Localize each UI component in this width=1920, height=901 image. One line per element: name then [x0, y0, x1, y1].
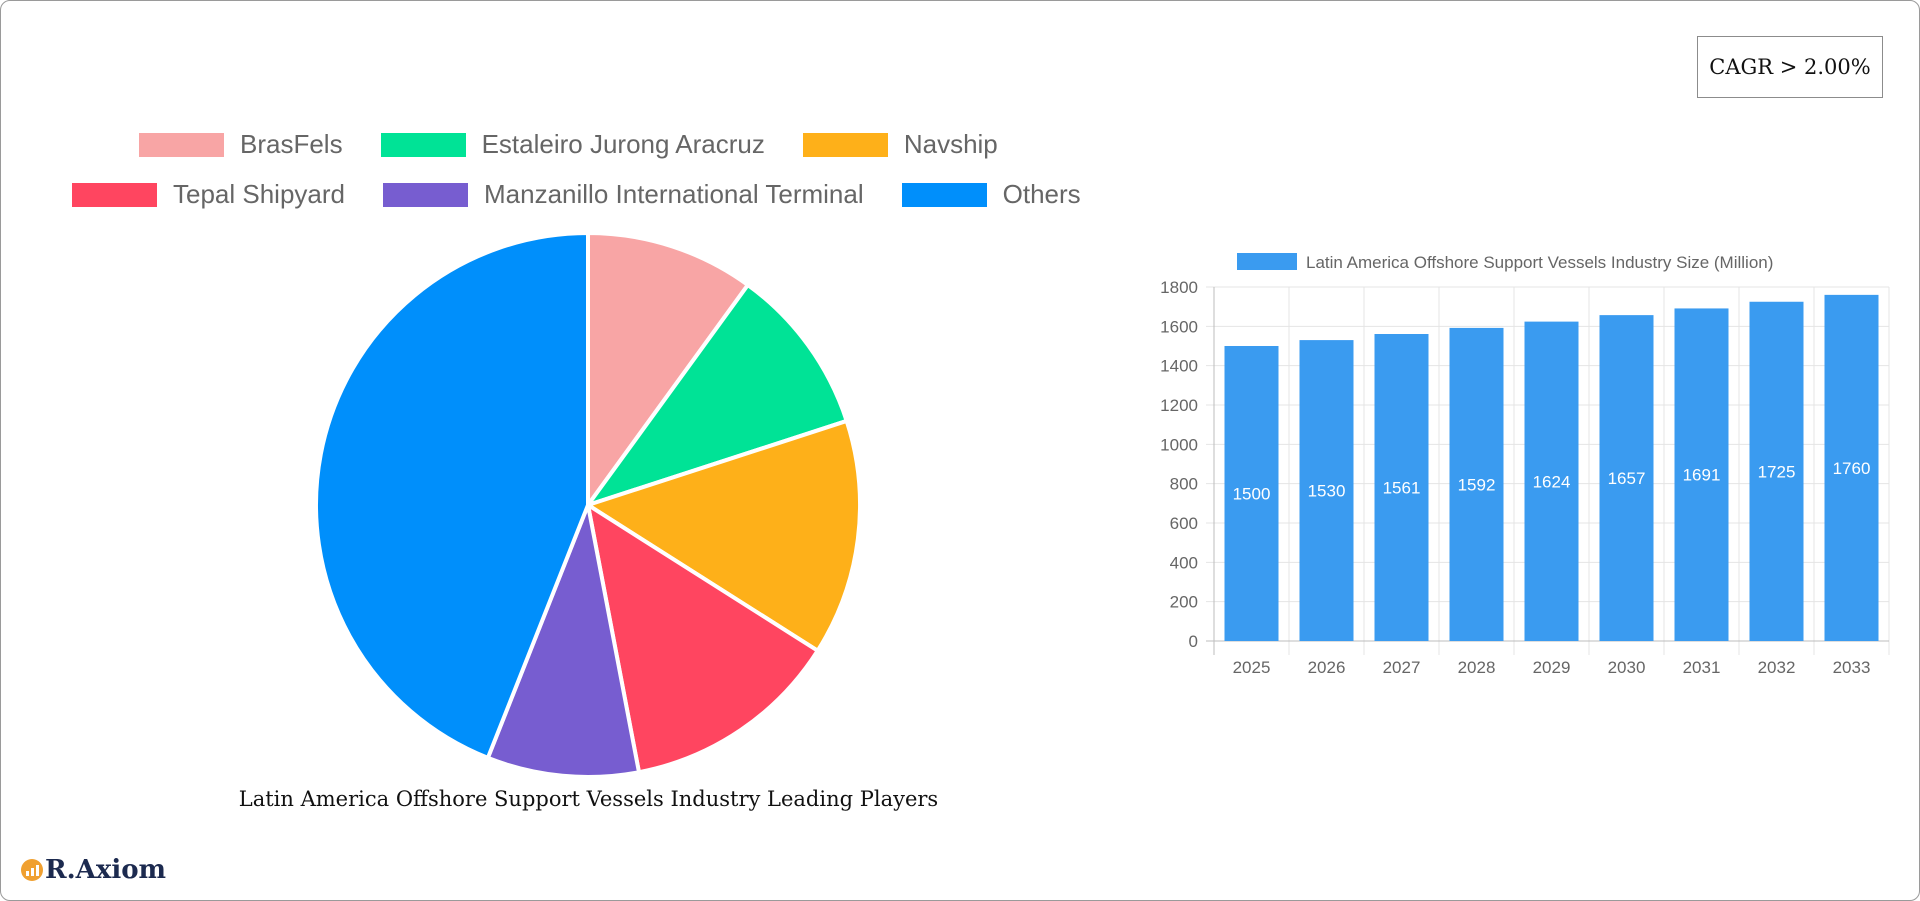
bar-data-label: 1561 [1383, 479, 1421, 498]
x-tick-label: 2033 [1833, 658, 1871, 677]
bar-legend-swatch [1237, 253, 1297, 270]
pie-legend-item[interactable]: Manzanillo International Terminal [383, 179, 864, 210]
bar[interactable] [1824, 294, 1879, 641]
y-tick-label: 1800 [1160, 278, 1198, 297]
bar[interactable] [1374, 334, 1429, 641]
legend-label: Estaleiro Jurong Aracruz [481, 129, 765, 159]
legend-label: Tepal Shipyard [173, 179, 345, 209]
x-tick-label: 2028 [1458, 658, 1496, 677]
x-tick-label: 2032 [1758, 658, 1796, 677]
bar-data-label: 1657 [1608, 469, 1646, 488]
pie-chart [314, 230, 861, 779]
x-tick-label: 2030 [1608, 658, 1646, 677]
bar[interactable] [1749, 301, 1804, 641]
bar-chart: Latin America Offshore Support Vessels I… [1160, 253, 1890, 677]
legend-label: Others [1002, 179, 1081, 209]
x-tick-label: 2029 [1533, 658, 1571, 677]
pie-slice[interactable] [586, 230, 751, 512]
bar-chart-logo-icon [21, 859, 43, 881]
y-tick-label: 200 [1170, 593, 1198, 612]
y-tick-label: 400 [1170, 553, 1198, 572]
y-tick-label: 0 [1189, 632, 1198, 651]
brand-name: R.Axiom [45, 855, 167, 885]
bar-data-label: 1530 [1308, 482, 1346, 501]
pie-slice[interactable] [583, 418, 861, 654]
bar[interactable] [1674, 308, 1729, 641]
legend-swatch [383, 182, 468, 207]
legend-label: BrasFels [240, 129, 343, 159]
legend-label: Navship [903, 129, 998, 159]
legend-swatch [901, 182, 987, 207]
pie-legend-item[interactable]: Estaleiro Jurong Aracruz [380, 129, 765, 160]
bar[interactable] [1299, 340, 1354, 641]
brand-logo: R.Axiom [21, 855, 166, 885]
bar[interactable] [1224, 346, 1279, 641]
bar[interactable] [1599, 315, 1654, 641]
bar-data-label: 1500 [1233, 485, 1271, 504]
pie-legend-item[interactable]: Tepal Shipyard [72, 179, 345, 210]
pie-legend-row-1: BrasFels Estaleiro Jurong Aracruz Navshi… [139, 129, 1036, 160]
pie-slice[interactable] [485, 497, 642, 779]
bar[interactable] [1524, 321, 1579, 641]
y-tick-label: 1200 [1160, 396, 1198, 415]
x-tick-label: 2026 [1308, 658, 1346, 677]
legend-label: Manzanillo International Terminal [484, 179, 864, 209]
bar-legend-label: Latin America Offshore Support Vessels I… [1306, 253, 1773, 272]
bar-data-label: 1624 [1533, 472, 1571, 491]
y-tick-label: 1400 [1160, 357, 1198, 376]
cagr-badge: CAGR > 2.00% [1697, 36, 1883, 98]
pie-slice[interactable] [585, 500, 821, 775]
pie-slice[interactable] [314, 230, 590, 761]
y-tick-label: 1600 [1160, 317, 1198, 336]
bar-data-label: 1725 [1758, 462, 1796, 481]
bar-data-label: 1760 [1833, 459, 1871, 478]
pie-slice[interactable] [582, 282, 850, 509]
y-tick-label: 600 [1170, 514, 1198, 533]
legend-swatch [802, 132, 888, 157]
bar[interactable] [1449, 327, 1504, 641]
legend-swatch [139, 132, 224, 157]
bar-data-label: 1592 [1458, 475, 1496, 494]
x-tick-label: 2031 [1683, 658, 1721, 677]
bar-data-label: 1691 [1683, 466, 1721, 485]
x-tick-label: 2027 [1383, 658, 1421, 677]
pie-legend-row-2: Tepal Shipyard Manzanillo International … [72, 179, 1119, 210]
y-tick-label: 1000 [1160, 435, 1198, 454]
legend-swatch [380, 132, 466, 157]
pie-legend-item[interactable]: BrasFels [139, 129, 343, 160]
legend-swatch [72, 182, 157, 207]
pie-chart-title: Latin America Offshore Support Vessels I… [238, 787, 939, 811]
y-tick-label: 800 [1170, 475, 1198, 494]
pie-legend-item[interactable]: Navship [802, 129, 998, 160]
cagr-label: CAGR > 2.00% [1709, 55, 1871, 79]
pie-legend-item[interactable]: Others [901, 179, 1081, 210]
x-tick-label: 2025 [1233, 658, 1271, 677]
